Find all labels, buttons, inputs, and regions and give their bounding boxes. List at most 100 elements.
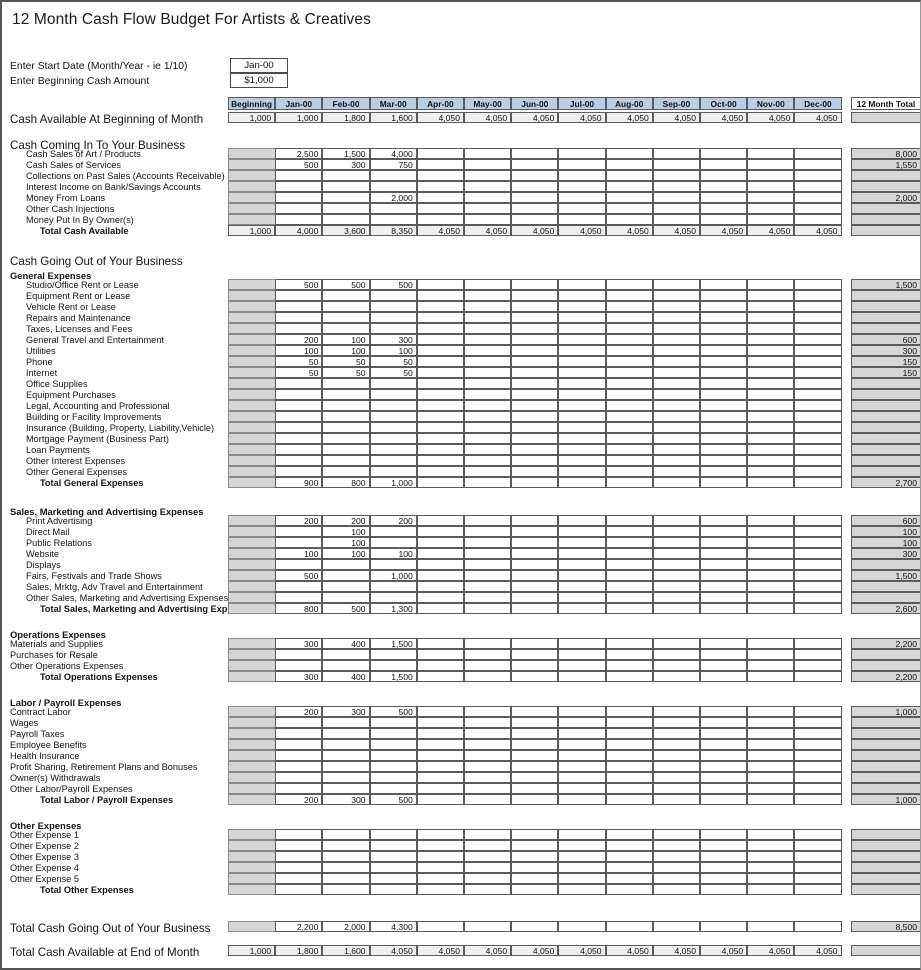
data-cell[interactable]	[369, 181, 417, 192]
data-cell[interactable]	[605, 312, 653, 323]
data-cell[interactable]	[369, 840, 417, 851]
data-cell[interactable]	[511, 660, 559, 671]
data-cell[interactable]	[416, 840, 464, 851]
data-cell[interactable]	[794, 203, 842, 214]
data-cell[interactable]	[794, 873, 842, 884]
data-cell[interactable]	[558, 862, 606, 873]
data-cell[interactable]	[511, 840, 559, 851]
data-cell[interactable]	[416, 159, 464, 170]
data-cell[interactable]	[700, 203, 748, 214]
data-cell[interactable]	[511, 312, 559, 323]
data-cell[interactable]	[794, 581, 842, 592]
data-cell[interactable]	[464, 794, 512, 805]
data-cell[interactable]	[605, 455, 653, 466]
data-cell[interactable]: 4,050	[700, 945, 748, 956]
data-cell[interactable]	[275, 717, 323, 728]
data-cell[interactable]	[747, 378, 795, 389]
data-cell[interactable]	[464, 829, 512, 840]
data-cell[interactable]	[747, 921, 795, 932]
data-cell[interactable]	[652, 921, 700, 932]
data-cell[interactable]	[464, 581, 512, 592]
data-cell[interactable]	[322, 192, 370, 203]
data-cell[interactable]	[275, 181, 323, 192]
data-cell[interactable]	[416, 559, 464, 570]
data-cell[interactable]: 100	[275, 345, 323, 356]
data-cell[interactable]	[652, 840, 700, 851]
data-cell[interactable]	[700, 422, 748, 433]
data-cell[interactable]	[794, 570, 842, 581]
data-cell[interactable]: 4,050	[700, 112, 748, 123]
data-cell[interactable]	[794, 444, 842, 455]
data-cell[interactable]	[464, 389, 512, 400]
data-cell[interactable]	[464, 706, 512, 717]
data-cell[interactable]	[464, 772, 512, 783]
data-cell[interactable]	[464, 312, 512, 323]
data-cell[interactable]	[369, 323, 417, 334]
data-cell[interactable]: 50	[369, 367, 417, 378]
data-cell[interactable]	[747, 389, 795, 400]
data-cell[interactable]	[558, 638, 606, 649]
data-cell[interactable]	[652, 444, 700, 455]
data-cell[interactable]	[652, 750, 700, 761]
data-cell[interactable]	[652, 649, 700, 660]
data-cell[interactable]	[416, 603, 464, 614]
data-cell[interactable]: 800	[275, 603, 323, 614]
data-cell[interactable]	[652, 829, 700, 840]
data-cell[interactable]: 4,050	[747, 112, 795, 123]
data-cell[interactable]	[652, 203, 700, 214]
data-cell[interactable]	[652, 181, 700, 192]
data-cell[interactable]	[558, 444, 606, 455]
data-cell[interactable]: 300	[369, 334, 417, 345]
data-cell[interactable]	[700, 772, 748, 783]
data-cell[interactable]	[652, 301, 700, 312]
data-cell[interactable]	[652, 884, 700, 895]
data-cell[interactable]	[652, 783, 700, 794]
data-cell[interactable]	[511, 717, 559, 728]
data-cell[interactable]: 500	[369, 794, 417, 805]
data-cell[interactable]	[511, 159, 559, 170]
data-cell[interactable]	[511, 794, 559, 805]
data-cell[interactable]	[416, 422, 464, 433]
data-cell[interactable]	[464, 884, 512, 895]
data-cell[interactable]	[416, 884, 464, 895]
data-cell[interactable]	[747, 717, 795, 728]
data-cell[interactable]	[700, 603, 748, 614]
data-cell[interactable]	[558, 884, 606, 895]
data-cell[interactable]: 4,000	[275, 225, 323, 236]
data-cell[interactable]	[416, 862, 464, 873]
data-cell[interactable]	[605, 794, 653, 805]
data-cell[interactable]	[322, 728, 370, 739]
data-cell[interactable]	[794, 400, 842, 411]
data-cell[interactable]	[369, 170, 417, 181]
data-cell[interactable]	[794, 603, 842, 614]
data-cell[interactable]	[652, 706, 700, 717]
data-cell[interactable]	[652, 862, 700, 873]
data-cell[interactable]	[652, 466, 700, 477]
data-cell[interactable]	[464, 592, 512, 603]
data-cell[interactable]	[700, 444, 748, 455]
data-cell[interactable]	[747, 312, 795, 323]
data-cell[interactable]	[275, 592, 323, 603]
data-cell[interactable]	[275, 783, 323, 794]
data-cell[interactable]	[652, 537, 700, 548]
data-cell[interactable]: 4,050	[605, 112, 653, 123]
data-cell[interactable]	[605, 400, 653, 411]
data-cell[interactable]	[747, 422, 795, 433]
data-cell[interactable]	[369, 455, 417, 466]
data-cell[interactable]	[794, 772, 842, 783]
data-cell[interactable]	[605, 411, 653, 422]
data-cell[interactable]	[511, 433, 559, 444]
data-cell[interactable]: 4,050	[700, 225, 748, 236]
data-cell[interactable]	[275, 323, 323, 334]
data-cell[interactable]	[369, 829, 417, 840]
data-cell[interactable]	[275, 728, 323, 739]
data-cell[interactable]	[747, 214, 795, 225]
data-cell[interactable]	[464, 477, 512, 488]
data-cell[interactable]	[322, 873, 370, 884]
data-cell[interactable]	[605, 840, 653, 851]
data-cell[interactable]	[794, 921, 842, 932]
data-cell[interactable]	[322, 214, 370, 225]
data-cell[interactable]: 100	[322, 548, 370, 559]
data-cell[interactable]	[511, 603, 559, 614]
data-cell[interactable]: 500	[369, 279, 417, 290]
